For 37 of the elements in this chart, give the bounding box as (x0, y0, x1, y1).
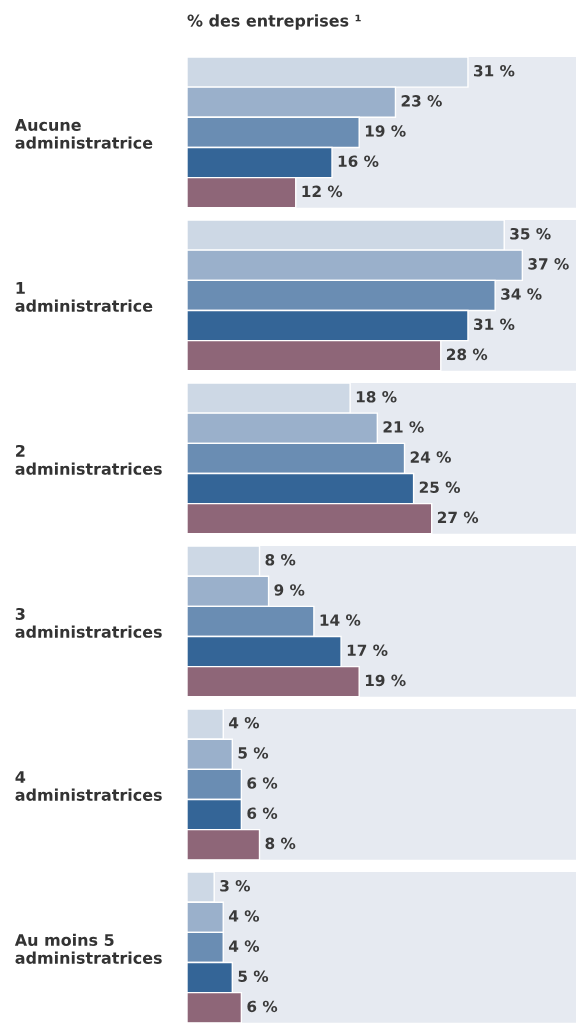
data-label: 19 % (365, 674, 406, 687)
data-label: 23 % (401, 95, 442, 107)
data-label: 12 % (302, 185, 343, 198)
data-label: 27 % (437, 511, 479, 524)
data-label: 4 % (228, 910, 260, 922)
data-label: 25 % (419, 481, 461, 493)
data-label: 19 % (365, 125, 406, 137)
data-label: 5 % (238, 747, 269, 759)
data-label: 16 % (338, 155, 379, 167)
data-label: 8 % (265, 837, 296, 850)
data-label: 8 % (265, 553, 296, 566)
data-label: 3 % (220, 880, 250, 892)
data-label: 34 % (501, 288, 542, 300)
data-label: 5 % (238, 970, 269, 983)
y-tick-label: 1 administratrice (15, 282, 153, 312)
data-label: 9 % (274, 584, 305, 596)
data-label: 24 % (410, 451, 451, 463)
y-tick-label: 4 administratrices (15, 771, 162, 801)
chart-title: % des entreprises ¹ (187, 14, 361, 30)
y-tick-label: Aucune administratrice (14, 119, 153, 149)
data-label: 17 % (347, 644, 388, 657)
data-label: 6 % (247, 1000, 278, 1013)
data-label: 18 % (356, 390, 397, 403)
data-label: 6 % (247, 807, 278, 820)
data-label: 4 % (228, 940, 260, 952)
data-label: 28 % (447, 348, 488, 361)
data-label: 31 % (474, 64, 515, 77)
data-label: 21 % (383, 421, 424, 433)
data-label: 35 % (510, 227, 551, 240)
y-tick-label: 2 administratrices (15, 444, 162, 475)
data-label: 4 % (228, 717, 260, 729)
data-label: 31 % (474, 318, 515, 330)
data-label: 6 % (247, 777, 278, 789)
data-label: 37 % (528, 258, 569, 270)
y-tick-label: Au moins 5 administratrices (14, 933, 162, 964)
y-tick-label: 3 administratrices (15, 607, 162, 638)
data-label: 14 % (320, 614, 361, 626)
